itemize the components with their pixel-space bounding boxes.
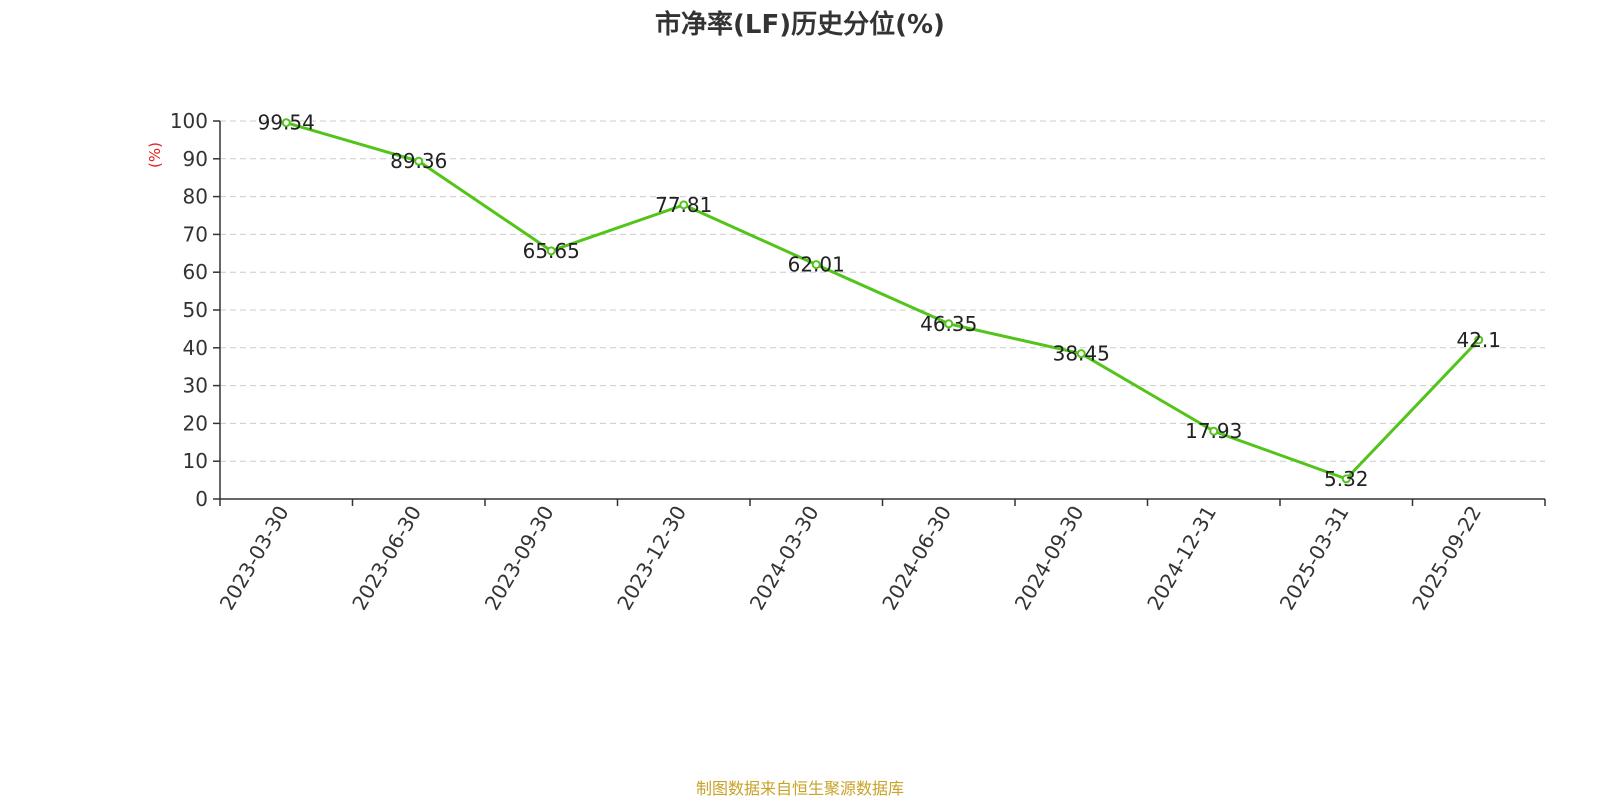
y-tick-label: 0 [195, 487, 208, 511]
y-axis-label: (%) [146, 142, 164, 168]
data-point [944, 319, 954, 329]
data-label: 77.81 [655, 193, 712, 217]
data-point [414, 156, 424, 166]
data-point [546, 246, 556, 256]
data-point [811, 260, 821, 270]
data-point [1209, 426, 1219, 436]
y-tick-label: 60 [183, 260, 208, 284]
y-tick-label: 80 [183, 185, 208, 209]
data-label: 89.36 [390, 149, 447, 173]
x-tick-label: 2023-12-30 [612, 502, 691, 615]
y-tick-label: 70 [183, 222, 208, 246]
y-tick-label: 40 [183, 336, 208, 360]
data-label: 5.32 [1324, 467, 1369, 491]
series-line [285, 121, 1480, 481]
x-tick-label: 2023-03-30 [215, 502, 294, 615]
data-point [1076, 349, 1086, 359]
y-tick-label: 90 [183, 147, 208, 171]
x-tick-label: 2025-03-31 [1275, 502, 1354, 615]
x-tick-label: 2024-06-30 [877, 502, 956, 615]
data-point [1341, 474, 1351, 484]
data-label: 46.35 [920, 312, 977, 336]
data-label: 65.65 [523, 239, 580, 263]
x-tick-label: 2024-09-30 [1010, 502, 1089, 615]
x-tick-label: 2023-09-30 [480, 502, 559, 615]
axes: 0 10 20 30 40 50 60 70 80 90 100 2023-03-30 2023-06-… [170, 109, 1546, 615]
x-tick-label: 2024-12-31 [1142, 502, 1221, 615]
x-tick-label: 2024-03-30 [745, 502, 824, 615]
y-tick-label: 10 [183, 449, 208, 473]
data-point [281, 118, 291, 128]
y-tick-label: 30 [183, 374, 208, 398]
series-group [281, 118, 1484, 484]
source-note: 制图数据来自恒生聚源数据库 [696, 779, 904, 798]
data-label: 99.54 [258, 111, 315, 135]
data-label: 17.93 [1185, 419, 1242, 443]
chart-title: 市净率(LF)历史分位(%) [655, 9, 945, 40]
x-tick-label: 2025-09-22 [1407, 502, 1486, 615]
data-label: 42.1 [1456, 328, 1501, 352]
data-labels: 99.54 89.36 65.65 77.81 62.01 46.35 38.45 17.93… [258, 111, 1501, 491]
y-tick-label: 100 [170, 109, 208, 133]
grid-lines [220, 120, 1545, 462]
data-label: 62.01 [788, 253, 845, 277]
y-tick-label: 20 [183, 411, 208, 435]
x-tick-label: 2023-06-30 [347, 502, 426, 615]
data-point [1474, 335, 1484, 345]
data-label: 38.45 [1053, 342, 1110, 366]
data-point [679, 200, 689, 210]
y-tick-label: 50 [183, 298, 208, 322]
